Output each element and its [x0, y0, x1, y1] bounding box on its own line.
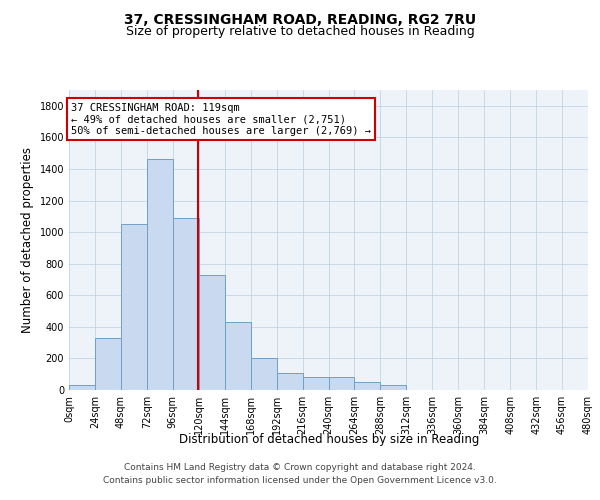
- Bar: [251, 358, 277, 390]
- Bar: [199, 274, 224, 390]
- Bar: [329, 378, 355, 390]
- Bar: [95, 338, 121, 390]
- Bar: [302, 378, 329, 390]
- Bar: [380, 386, 406, 390]
- Bar: [121, 224, 147, 390]
- Text: 37, CRESSINGHAM ROAD, READING, RG2 7RU: 37, CRESSINGHAM ROAD, READING, RG2 7RU: [124, 12, 476, 26]
- Text: 37 CRESSINGHAM ROAD: 119sqm
← 49% of detached houses are smaller (2,751)
50% of : 37 CRESSINGHAM ROAD: 119sqm ← 49% of det…: [71, 102, 371, 136]
- Y-axis label: Number of detached properties: Number of detached properties: [21, 147, 34, 333]
- Bar: [147, 160, 173, 390]
- Bar: [355, 382, 380, 390]
- Text: Contains HM Land Registry data © Crown copyright and database right 2024.: Contains HM Land Registry data © Crown c…: [124, 464, 476, 472]
- Text: Size of property relative to detached houses in Reading: Size of property relative to detached ho…: [125, 25, 475, 38]
- Bar: [225, 322, 251, 390]
- Text: Contains public sector information licensed under the Open Government Licence v3: Contains public sector information licen…: [103, 476, 497, 485]
- Bar: [173, 218, 199, 390]
- Bar: [277, 372, 302, 390]
- Bar: [69, 386, 95, 390]
- Text: Distribution of detached houses by size in Reading: Distribution of detached houses by size …: [179, 432, 479, 446]
